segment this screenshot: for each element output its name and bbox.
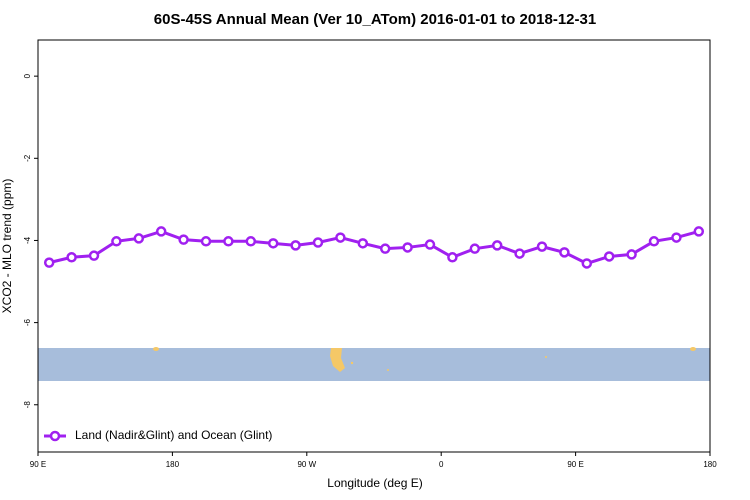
point <box>111 236 122 247</box>
y-tick-label: -4 <box>23 236 32 244</box>
y-tick-label: -8 <box>23 401 32 409</box>
x-tick-label: 180 <box>166 460 180 469</box>
point <box>469 243 481 254</box>
point <box>559 247 570 258</box>
point <box>424 239 436 250</box>
y-tick-label: -2 <box>23 154 32 162</box>
point <box>491 240 503 251</box>
point <box>693 226 705 237</box>
point <box>648 236 660 247</box>
x-tick-label: 180 <box>703 460 717 469</box>
point <box>43 257 55 268</box>
point <box>178 234 189 245</box>
x-tick-label: 90 E <box>567 460 583 469</box>
legend-marker <box>49 430 61 442</box>
point <box>223 236 234 247</box>
x-tick-label: 90 E <box>30 460 46 469</box>
point <box>335 232 346 243</box>
point <box>603 251 615 262</box>
point <box>447 252 458 263</box>
point <box>402 242 413 253</box>
point <box>581 258 593 269</box>
x-axis-label: Longitude (deg E) <box>327 476 422 490</box>
x-tick-label: 90 W <box>297 460 316 469</box>
point <box>379 243 391 254</box>
point <box>133 233 145 244</box>
land-shapes <box>153 347 696 372</box>
point <box>536 241 548 252</box>
point <box>88 250 100 261</box>
point <box>671 232 682 243</box>
point <box>66 252 77 263</box>
plot-frame <box>37 39 711 453</box>
y-axis-label: XCO2 - MLO trend (ppm) <box>0 179 14 314</box>
series-line <box>48 229 700 266</box>
point <box>245 236 257 247</box>
point <box>155 226 167 237</box>
point <box>200 236 212 247</box>
legend-label: Land (Nadir&Glint) and Ocean (Glint) <box>75 428 272 442</box>
point <box>514 248 525 259</box>
y-tick-label: 0 <box>23 73 32 78</box>
chart-title: 60S-45S Annual Mean (Ver 10_ATom) 2016-0… <box>154 11 596 28</box>
point <box>312 237 324 248</box>
point <box>626 249 637 260</box>
y-tick-label: -6 <box>23 319 32 327</box>
map-strip <box>38 348 710 381</box>
point <box>357 238 369 249</box>
point <box>290 240 301 251</box>
point <box>267 238 279 249</box>
x-tick-label: 0 <box>439 460 444 469</box>
